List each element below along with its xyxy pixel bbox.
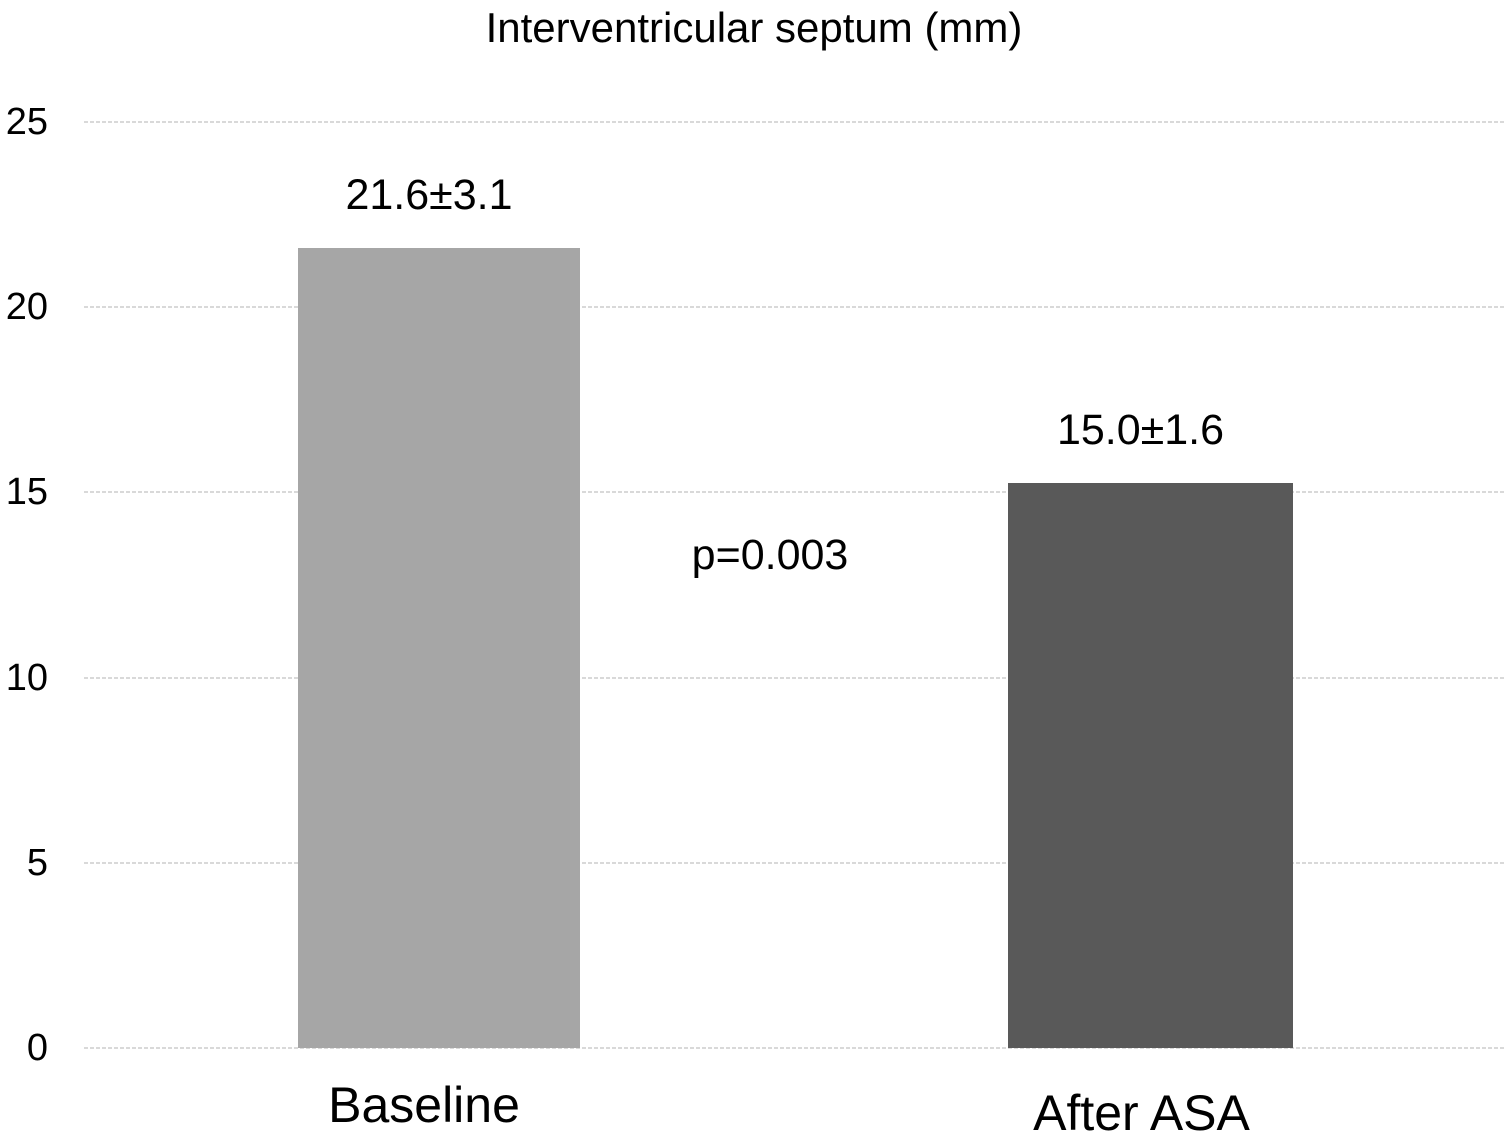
p-value-annotation: p=0.003 xyxy=(691,531,849,579)
gridline-25 xyxy=(84,121,1506,123)
gridline-15 xyxy=(84,491,1506,494)
y-tick-label-20: 20 xyxy=(5,286,48,329)
bar-after-asa xyxy=(1008,483,1293,1048)
gridline-10 xyxy=(84,676,1506,679)
y-tick-label-5: 5 xyxy=(26,841,48,884)
gridline-5 xyxy=(84,861,1506,864)
x-category-label-baseline: Baseline xyxy=(328,1077,520,1133)
x-category-label-after-asa: After ASA xyxy=(1033,1085,1250,1139)
bar-baseline xyxy=(298,247,580,1048)
value-label-baseline: 21.6±3.1 xyxy=(345,170,513,219)
y-tick-label-25: 25 xyxy=(5,101,48,143)
y-tick-label-0: 0 xyxy=(26,1027,48,1069)
y-tick-label-15: 15 xyxy=(5,471,48,514)
value-label-after-asa: 15.0±1.6 xyxy=(1056,406,1225,455)
chart-title: Interventricular septum (mm) xyxy=(485,4,1023,51)
gridline-0 xyxy=(84,1047,1506,1049)
y-tick-label-10: 10 xyxy=(5,656,48,699)
gridline-20 xyxy=(84,306,1506,309)
